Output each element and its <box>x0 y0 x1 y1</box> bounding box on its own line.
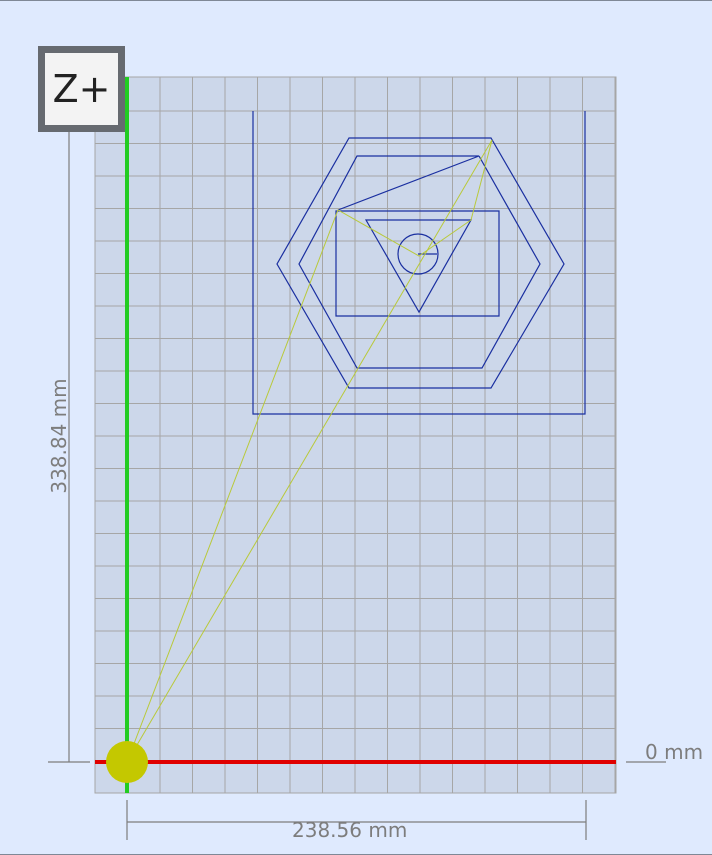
origin-marker-icon <box>106 741 148 783</box>
zero-dimension-label: 0 mm <box>645 740 704 764</box>
outer-hexagon-path <box>276 137 565 389</box>
triangle-path <box>364 219 473 314</box>
z-plus-label: Z+ <box>52 67 111 111</box>
axes <box>95 77 616 793</box>
origin-layer <box>106 741 148 783</box>
circle-path <box>397 233 439 275</box>
inner-hexagon-path <box>298 155 541 369</box>
outer-frame-path <box>252 111 586 415</box>
rectangle-path <box>335 210 500 317</box>
toolpath <box>252 111 586 415</box>
width-dimension-label: 238.56 mm <box>292 818 408 842</box>
z-plus-button[interactable]: Z+ <box>38 46 125 132</box>
travel-moves <box>126 139 493 763</box>
height-dimension-label: 338.84 mm <box>47 378 71 494</box>
travel-move-path <box>126 139 493 763</box>
top-border <box>0 0 712 1</box>
